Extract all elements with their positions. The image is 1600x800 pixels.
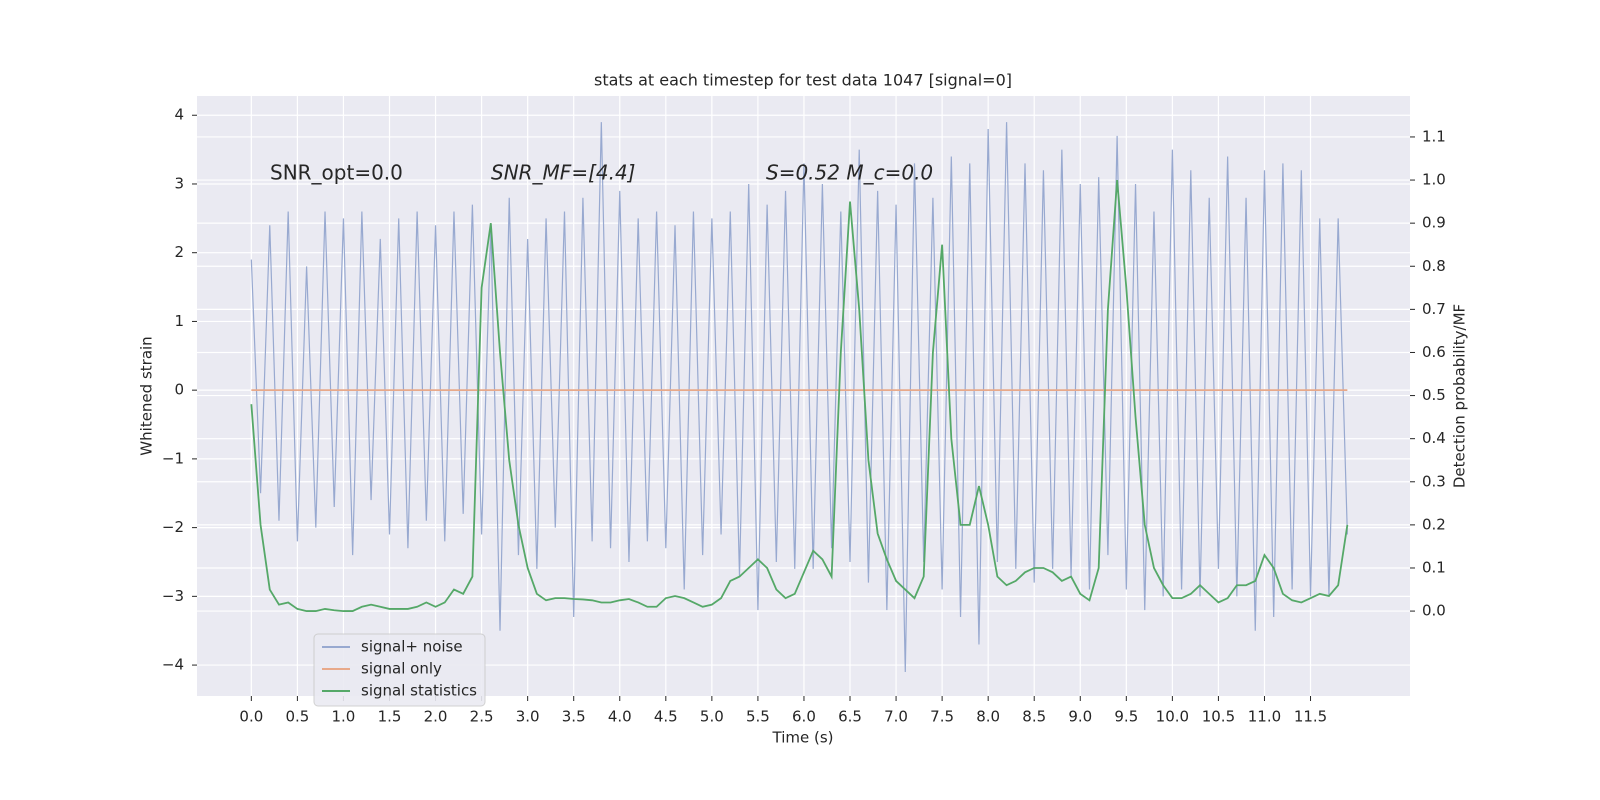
y2-axis-label: Detection probability/MF xyxy=(1451,304,1469,488)
annotation: SNR_opt=0.0 xyxy=(270,161,403,185)
legend-box xyxy=(313,633,486,707)
y-tick-label: −3 xyxy=(162,587,184,605)
x-tick-label: 2.5 xyxy=(470,708,494,726)
y-tick-label: −4 xyxy=(162,656,184,674)
x-tick-label: 7.5 xyxy=(930,708,954,726)
legend-label: signal+ noise xyxy=(361,638,463,656)
x-tick-label: 3.5 xyxy=(562,708,586,726)
y2-tick-label: 1.1 xyxy=(1422,127,1446,145)
x-tick-label: 9.5 xyxy=(1114,708,1138,726)
x-tick-label: 7.0 xyxy=(884,708,908,726)
series-line xyxy=(250,179,1349,612)
legend-label: signal only xyxy=(361,660,442,678)
x-tick-label: 2.0 xyxy=(424,708,448,726)
y-tick-label: −2 xyxy=(162,518,184,536)
x-tick-label: 6.5 xyxy=(838,708,862,726)
x-tick-label: 5.5 xyxy=(746,708,770,726)
legend-label: signal statistics xyxy=(361,682,477,700)
x-tick-label: 9.0 xyxy=(1068,708,1092,726)
y-tick-label: 3 xyxy=(174,174,184,192)
x-tick-label: 1.5 xyxy=(378,708,402,726)
annotation: S=0.52 M_c=0.0 xyxy=(766,161,933,185)
x-tick-label: 1.0 xyxy=(332,708,356,726)
x-tick-label: 3.0 xyxy=(516,708,540,726)
x-tick-label: 11.0 xyxy=(1248,708,1281,726)
y2-tick-label: 0.4 xyxy=(1422,429,1446,447)
y2-tick-label: 0.9 xyxy=(1422,214,1446,232)
series-line xyxy=(250,122,1348,672)
y-tick-label: 4 xyxy=(174,106,184,124)
y2-tick-label: 1.0 xyxy=(1422,171,1446,189)
x-tick-label: 10.0 xyxy=(1156,708,1189,726)
x-tick-label: 4.5 xyxy=(654,708,678,726)
y2-tick-label: 0.3 xyxy=(1422,472,1446,490)
x-tick-label: 8.5 xyxy=(1022,708,1046,726)
x-axis-label: Time (s) xyxy=(772,729,834,747)
y-tick-label: −1 xyxy=(162,449,184,467)
y2-tick-label: 0.0 xyxy=(1422,602,1446,620)
y2-tick-label: 0.5 xyxy=(1422,386,1446,404)
y-tick-label: 0 xyxy=(174,381,184,399)
annotation: SNR_MF=[4.4] xyxy=(491,161,635,185)
x-tick-label: 11.5 xyxy=(1294,708,1327,726)
chart-title: stats at each timestep for test data 104… xyxy=(594,71,1012,90)
y2-tick-label: 0.1 xyxy=(1422,558,1446,576)
x-tick-label: 10.5 xyxy=(1202,708,1235,726)
x-tick-label: 0.5 xyxy=(285,708,309,726)
x-tick-label: 6.0 xyxy=(792,708,816,726)
y2-tick-label: 0.6 xyxy=(1422,343,1446,361)
y-axis-label: Whitened strain xyxy=(138,336,156,455)
y-tick-label: 1 xyxy=(174,312,184,330)
y2-tick-label: 0.2 xyxy=(1422,515,1446,533)
x-tick-label: 4.0 xyxy=(608,708,632,726)
y2-tick-label: 0.8 xyxy=(1422,257,1446,275)
x-tick-label: 5.0 xyxy=(700,708,724,726)
x-tick-label: 8.0 xyxy=(976,708,1000,726)
y-tick-label: 2 xyxy=(174,243,184,261)
y2-tick-label: 0.7 xyxy=(1422,300,1446,318)
x-tick-label: 0.0 xyxy=(239,708,263,726)
